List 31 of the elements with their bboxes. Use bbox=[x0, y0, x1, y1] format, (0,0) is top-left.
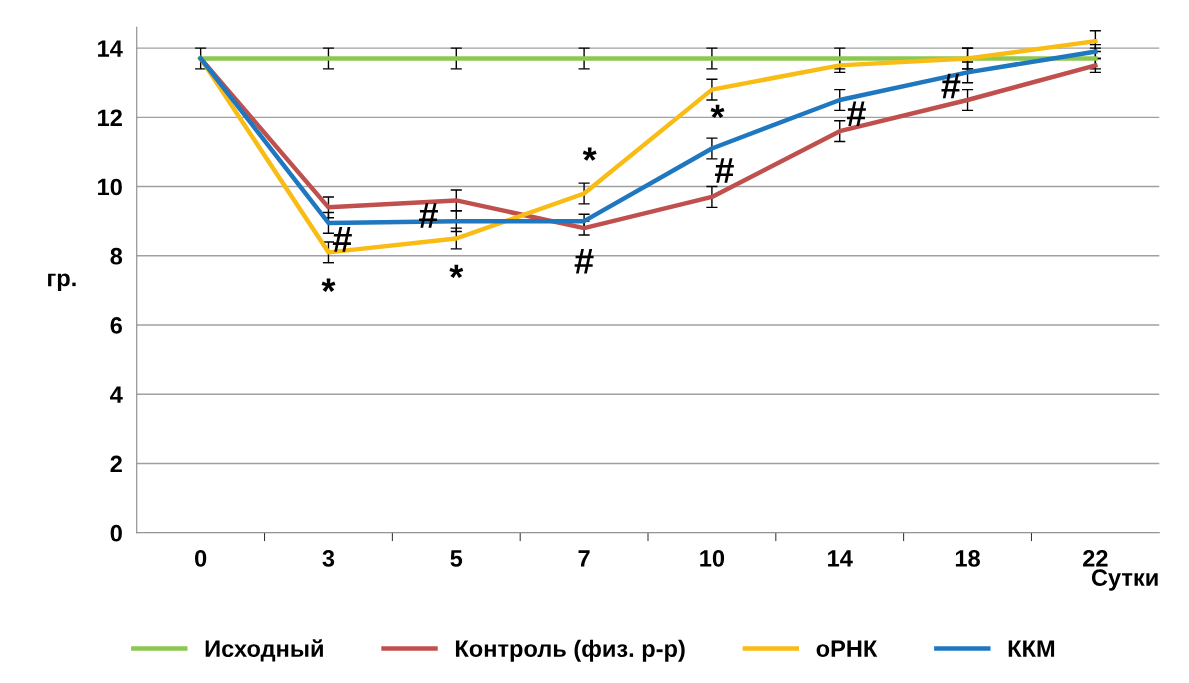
legend-label: Исходный bbox=[205, 639, 323, 662]
annotation: # bbox=[941, 73, 961, 99]
y-tick-label: 2 bbox=[110, 455, 122, 473]
legend-label: Контроль (физ. р-р) bbox=[455, 639, 685, 662]
x-tick-label: 10 bbox=[700, 550, 725, 567]
annotation: # bbox=[714, 158, 734, 183]
legend-label: оРНК bbox=[816, 640, 878, 658]
x-tick-label: 3 bbox=[322, 550, 335, 567]
y-tick-label: 4 bbox=[110, 386, 123, 403]
x-tick-label: 5 bbox=[450, 550, 463, 567]
y-tick-label: 0 bbox=[110, 524, 122, 542]
annotation: * bbox=[321, 278, 336, 292]
y-tick-label: 14 bbox=[98, 40, 123, 57]
y-tick-label: 8 bbox=[110, 247, 123, 265]
legend-label: ККМ bbox=[1008, 640, 1055, 657]
y-axis-title: гр. bbox=[48, 273, 76, 292]
annotation: * bbox=[449, 264, 464, 279]
y-tick-label: 10 bbox=[98, 178, 122, 196]
x-axis-title: Сутки bbox=[1091, 569, 1158, 591]
annotation: # bbox=[332, 227, 352, 252]
x-tick-label: 22 bbox=[1083, 550, 1108, 567]
annotation: * bbox=[710, 104, 725, 119]
annotation: * bbox=[582, 147, 597, 161]
y-tick-label: 6 bbox=[110, 317, 122, 334]
x-tick-label: 7 bbox=[578, 550, 590, 567]
x-tick-label: 0 bbox=[195, 550, 207, 567]
x-tick-label: 18 bbox=[955, 550, 980, 567]
annotation: # bbox=[846, 101, 866, 127]
y-tick-label: 12 bbox=[98, 109, 122, 126]
annotation: # bbox=[574, 248, 594, 274]
x-tick-label: 14 bbox=[828, 550, 853, 567]
